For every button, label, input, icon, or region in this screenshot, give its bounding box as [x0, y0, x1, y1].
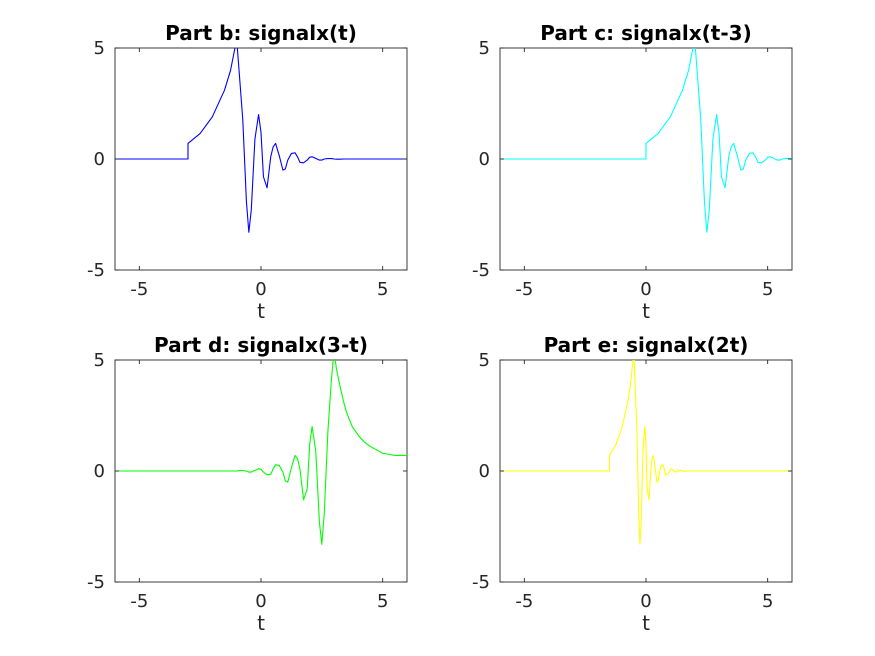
x-tick-label: 5 [762, 591, 773, 612]
x-tick-label: 0 [640, 591, 651, 612]
x-tick-label: -5 [130, 279, 148, 300]
y-tick-label: -5 [472, 572, 490, 593]
x-tick-label: -5 [515, 279, 533, 300]
x-tick-label: 0 [640, 279, 651, 300]
x-tick-label: 0 [255, 591, 266, 612]
y-tick-label: 5 [94, 350, 105, 371]
x-axis-label: t [257, 299, 265, 323]
y-tick-label: 5 [94, 38, 105, 59]
y-tick-label: -5 [87, 572, 105, 593]
y-tick-label: 0 [479, 149, 490, 170]
x-tick-label: 5 [377, 279, 388, 300]
y-tick-label: 0 [479, 461, 490, 482]
subplot-part-b: -5 0 5 -5 0 5 Part b: signalx(t) t [87, 21, 408, 323]
subplot-part-e: -5 0 5 -5 0 5 Part e: signalx(2t) t [472, 333, 793, 635]
x-axis-label: t [642, 299, 650, 323]
x-tick-label: 5 [377, 591, 388, 612]
series-line [500, 48, 792, 233]
subplot-part-c: -5 0 5 -5 0 5 Part c: signalx(t-3) t [472, 21, 793, 323]
y-tick-label: -5 [472, 260, 490, 281]
series-line [115, 360, 407, 545]
y-tick-label: 5 [479, 38, 490, 59]
subplot-title: Part b: signalx(t) [165, 21, 357, 45]
x-tick-label: -5 [130, 591, 148, 612]
series-line [500, 360, 792, 545]
series-line [115, 48, 407, 233]
y-tick-label: 5 [479, 350, 490, 371]
x-tick-label: -5 [515, 591, 533, 612]
y-tick-label: 0 [94, 149, 105, 170]
subplot-title: Part e: signalx(2t) [544, 333, 749, 357]
x-axis-label: t [642, 611, 650, 635]
x-tick-label: 5 [762, 279, 773, 300]
subplot-part-d: -5 0 5 -5 0 5 Part d: signalx(3-t) t [87, 333, 408, 635]
x-axis-label: t [257, 611, 265, 635]
subplot-title: Part c: signalx(t-3) [540, 21, 751, 45]
x-tick-label: 0 [255, 279, 266, 300]
subplot-title: Part d: signalx(3-t) [154, 333, 368, 357]
y-tick-label: 0 [94, 461, 105, 482]
y-tick-label: -5 [87, 260, 105, 281]
